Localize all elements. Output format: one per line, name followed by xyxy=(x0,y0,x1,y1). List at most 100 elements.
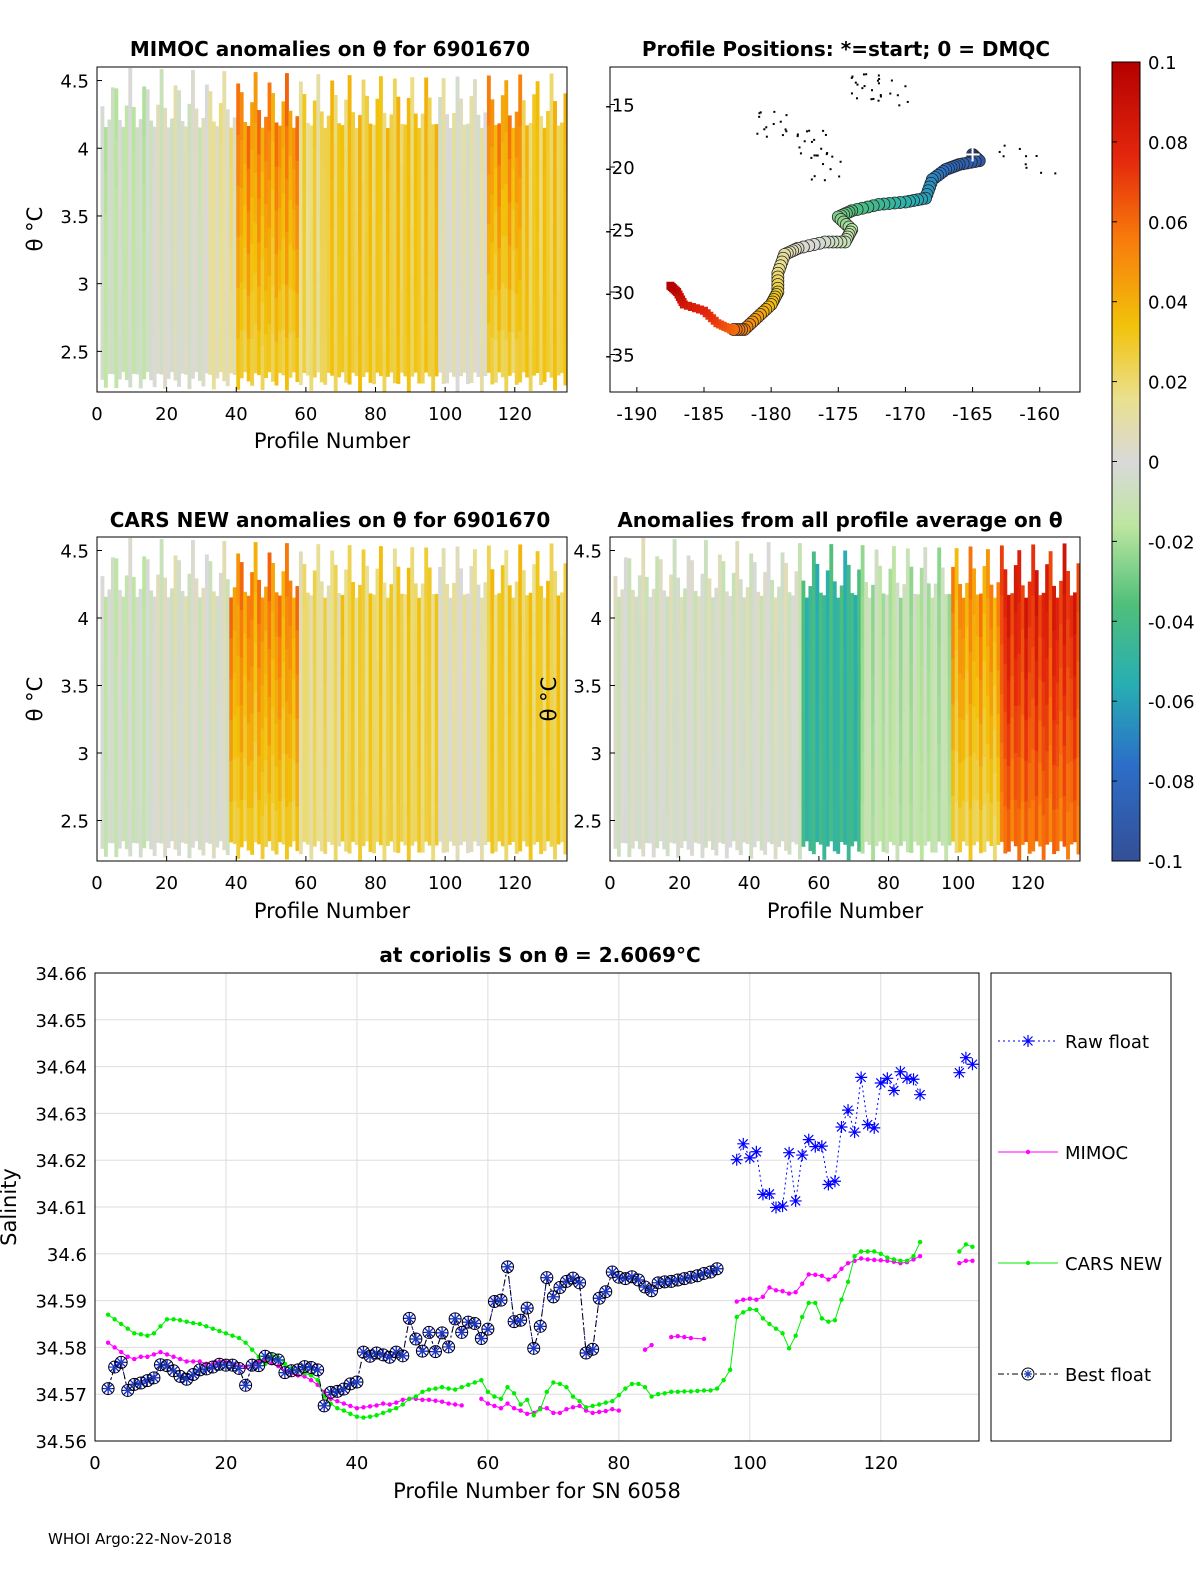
heatmap-cell xyxy=(532,657,537,705)
heatmap-cell xyxy=(972,614,976,661)
heatmap-cell xyxy=(208,138,213,187)
data-point xyxy=(701,1388,707,1393)
heatmap-cell xyxy=(152,726,157,770)
heatmap-cell xyxy=(905,801,910,853)
y-tick-label: 4 xyxy=(591,609,602,630)
heatmap-cell xyxy=(232,203,237,247)
data-point xyxy=(348,1403,353,1409)
heatmap-cell xyxy=(542,681,547,725)
heatmap-cell xyxy=(156,708,161,754)
heatmap-cell xyxy=(385,127,390,170)
data-point xyxy=(518,1402,523,1407)
heatmap-cell xyxy=(756,674,761,717)
heatmap-cell xyxy=(944,727,949,773)
heatmap-cell xyxy=(850,635,855,678)
heatmap-cell xyxy=(135,127,140,169)
data-point xyxy=(914,1088,927,1101)
heatmap-cell xyxy=(215,805,220,848)
heatmap-cell xyxy=(808,630,813,675)
heatmap-cell xyxy=(658,793,663,842)
heatmap-cell xyxy=(521,750,526,797)
heatmap-cell xyxy=(829,791,834,842)
heatmap-cell xyxy=(354,803,359,845)
heatmap-cell xyxy=(490,758,495,807)
heatmap-cell xyxy=(888,568,893,615)
heatmap-cell xyxy=(947,803,952,846)
heatmap-cell xyxy=(267,178,272,228)
heatmap-cell xyxy=(420,673,425,719)
heatmap-cell xyxy=(808,674,813,719)
heatmap-cell xyxy=(479,685,484,730)
heatmap-cell xyxy=(1059,797,1063,842)
heatmap-cell xyxy=(992,597,997,642)
heatmap-cell xyxy=(427,613,432,661)
heatmap-cell xyxy=(159,323,164,375)
heatmap-cell xyxy=(857,804,862,852)
heatmap-cell xyxy=(135,679,140,721)
heatmap-cell xyxy=(392,179,397,232)
heatmap-cell xyxy=(972,660,976,708)
heatmap-cell xyxy=(330,178,335,229)
heatmap-cell xyxy=(184,291,188,334)
heatmap-cell xyxy=(385,762,390,805)
heatmap-cell xyxy=(560,331,564,374)
heatmap-cell xyxy=(187,810,192,859)
heatmap-cell xyxy=(138,633,143,679)
heatmap-cell xyxy=(700,621,705,669)
heatmap-cell xyxy=(410,696,415,747)
heatmap-cell xyxy=(438,795,443,842)
heatmap-cell xyxy=(117,335,122,380)
heatmap-cell xyxy=(187,103,192,152)
heatmap-cell xyxy=(556,636,561,679)
heatmap-cell xyxy=(434,593,439,637)
heatmap-cell xyxy=(486,322,491,373)
heatmap-cell xyxy=(438,142,443,190)
data-point-inner xyxy=(379,1350,388,1359)
heatmap-cell xyxy=(358,207,362,254)
data-point xyxy=(531,1413,536,1418)
heatmap-cell xyxy=(309,815,314,860)
heatmap-cell xyxy=(333,810,338,861)
heatmap-cell xyxy=(117,292,122,337)
heatmap-cell xyxy=(930,724,935,768)
heatmap-cell xyxy=(361,79,366,130)
data-point-inner xyxy=(248,1361,257,1370)
bathy-dot xyxy=(898,104,901,107)
heatmap-cell xyxy=(546,328,550,373)
heatmap-cell xyxy=(232,288,237,333)
heatmap-cell xyxy=(504,183,509,236)
heatmap-cell xyxy=(773,815,778,860)
heatmap-cell xyxy=(655,750,660,800)
heatmap-cell xyxy=(208,232,213,281)
heatmap-cell xyxy=(107,800,112,844)
heatmap-cell xyxy=(745,672,750,716)
heatmap-cell xyxy=(382,252,387,299)
bathy-dot xyxy=(772,122,775,125)
heatmap-cell xyxy=(201,632,206,678)
data-point xyxy=(210,1326,216,1331)
heatmap-cell xyxy=(211,635,216,681)
data-point-inner xyxy=(326,1388,335,1397)
heatmap-cell xyxy=(546,624,550,668)
heatmap-cell xyxy=(403,166,408,209)
heatmap-cell xyxy=(368,765,373,809)
data-point-inner xyxy=(490,1297,499,1306)
heatmap-cell xyxy=(295,586,300,631)
heatmap-cell xyxy=(246,125,251,169)
heatmap-cell xyxy=(546,580,550,625)
heatmap-cell xyxy=(683,672,687,715)
data-point xyxy=(455,1325,469,1339)
heatmap-cell xyxy=(316,791,321,842)
heatmap-cell xyxy=(403,124,408,167)
heatmap-cell xyxy=(850,593,855,636)
heatmap-cell xyxy=(337,165,342,209)
heatmap-cell xyxy=(170,588,174,631)
heatmap-cell xyxy=(368,636,373,680)
heatmap-cell xyxy=(770,799,775,845)
heatmap-cell xyxy=(431,347,436,393)
bathy-dot xyxy=(904,85,907,88)
heatmap-cell xyxy=(965,582,969,628)
heatmap-cell xyxy=(103,300,108,345)
data-point-inner xyxy=(660,1277,669,1286)
data-point-inner xyxy=(647,1286,656,1295)
